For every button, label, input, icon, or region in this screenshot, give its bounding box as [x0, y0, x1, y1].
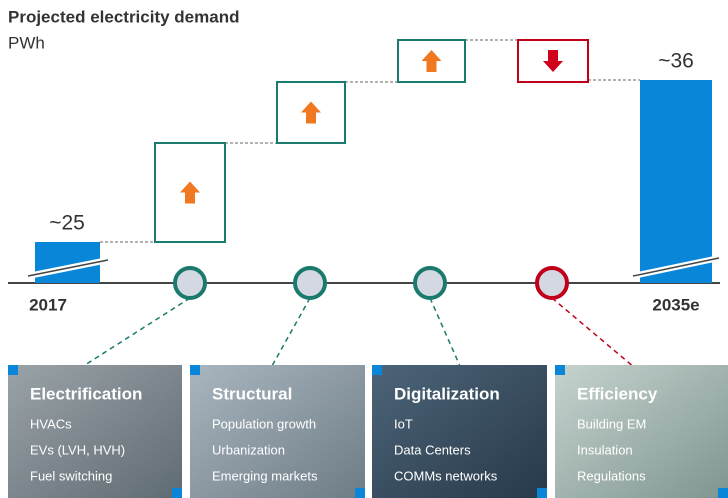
unit: PWh — [8, 33, 45, 52]
driver-name: Digitalization — [394, 384, 500, 403]
link — [271, 297, 311, 366]
end-bar — [640, 80, 712, 283]
tile-corner — [190, 365, 200, 375]
driver-item: HVACs — [30, 416, 72, 431]
driver-item: Emerging markets — [212, 468, 318, 483]
tile-corner — [172, 488, 182, 498]
driver-item: Urbanization — [212, 442, 285, 457]
driver-item: Population growth — [212, 416, 316, 431]
tile-corner — [555, 365, 565, 375]
arrow-icon — [180, 181, 200, 204]
x-label: 2017 — [29, 295, 67, 314]
driver-item: Regulations — [577, 468, 646, 483]
link — [84, 297, 191, 366]
driver-name: Electrification — [30, 384, 142, 403]
driver-item: COMMs networks — [394, 468, 498, 483]
driver-item: IoT — [394, 416, 413, 431]
link — [429, 297, 461, 366]
tile-corner — [718, 488, 728, 498]
link — [551, 297, 632, 366]
value-label: ~25 — [49, 212, 85, 235]
driver-item: EVs (LVH, HVH) — [30, 442, 125, 457]
driver-item: Insulation — [577, 442, 633, 457]
driver-item: Building EM — [577, 416, 646, 431]
tile-corner — [8, 365, 18, 375]
x-label: 2035e — [652, 295, 699, 314]
tile — [190, 365, 365, 498]
arrow-icon — [421, 50, 442, 72]
tile-corner — [372, 365, 382, 375]
arrow-icon — [301, 101, 321, 124]
title: Projected electricity demand — [8, 7, 239, 26]
driver-node — [413, 266, 447, 300]
driver-item: Fuel switching — [30, 468, 112, 483]
tile-corner — [355, 488, 365, 498]
step-box — [517, 39, 589, 83]
break — [632, 257, 720, 277]
tile-corner — [537, 488, 547, 498]
value-label: ~36 — [658, 50, 694, 73]
break — [27, 259, 109, 277]
driver-node — [173, 266, 207, 300]
tile — [372, 365, 547, 498]
arrow-icon — [543, 50, 563, 72]
driver-item: Data Centers — [394, 442, 471, 457]
driver-name: Structural — [212, 384, 292, 403]
tile — [8, 365, 182, 498]
tile — [555, 365, 728, 498]
driver-node — [535, 266, 569, 300]
driver-node — [293, 266, 327, 300]
driver-name: Efficiency — [577, 384, 658, 403]
